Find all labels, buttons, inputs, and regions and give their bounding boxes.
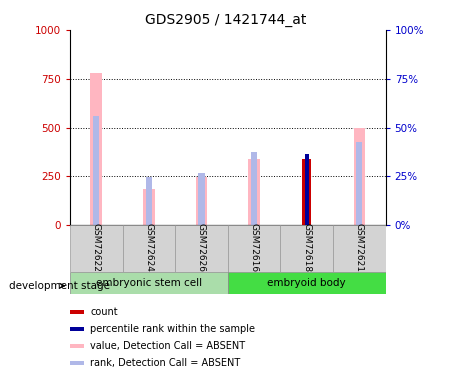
- Bar: [281, 225, 333, 272]
- Bar: [143, 189, 155, 225]
- Bar: [354, 129, 365, 225]
- Text: GSM72618: GSM72618: [302, 223, 311, 272]
- Text: GSM72626: GSM72626: [197, 223, 206, 272]
- Bar: [90, 73, 102, 225]
- Bar: [70, 310, 84, 314]
- Bar: [70, 272, 228, 294]
- Bar: [196, 177, 207, 225]
- Bar: [305, 154, 308, 225]
- Text: GSM72616: GSM72616: [249, 223, 258, 272]
- Bar: [333, 225, 386, 272]
- Text: percentile rank within the sample: percentile rank within the sample: [90, 324, 255, 334]
- Bar: [70, 225, 123, 272]
- Bar: [249, 159, 260, 225]
- Bar: [70, 327, 84, 331]
- Bar: [228, 272, 386, 294]
- Bar: [198, 173, 205, 225]
- Bar: [70, 361, 84, 364]
- Text: count: count: [90, 307, 118, 317]
- Text: development stage: development stage: [9, 281, 110, 291]
- Bar: [356, 142, 363, 225]
- Text: GSM72621: GSM72621: [355, 223, 364, 272]
- Bar: [146, 177, 152, 225]
- Text: embryonic stem cell: embryonic stem cell: [96, 278, 202, 288]
- Bar: [251, 152, 257, 225]
- Text: rank, Detection Call = ABSENT: rank, Detection Call = ABSENT: [90, 358, 240, 368]
- Bar: [93, 116, 99, 225]
- Bar: [123, 225, 175, 272]
- Bar: [70, 344, 84, 348]
- Bar: [175, 225, 228, 272]
- Text: GDS2905 / 1421744_at: GDS2905 / 1421744_at: [145, 13, 306, 27]
- Bar: [302, 159, 312, 225]
- Text: value, Detection Call = ABSENT: value, Detection Call = ABSENT: [90, 341, 245, 351]
- Text: embryoid body: embryoid body: [267, 278, 346, 288]
- Text: GSM72622: GSM72622: [92, 223, 101, 272]
- Text: GSM72624: GSM72624: [144, 223, 153, 272]
- Bar: [228, 225, 281, 272]
